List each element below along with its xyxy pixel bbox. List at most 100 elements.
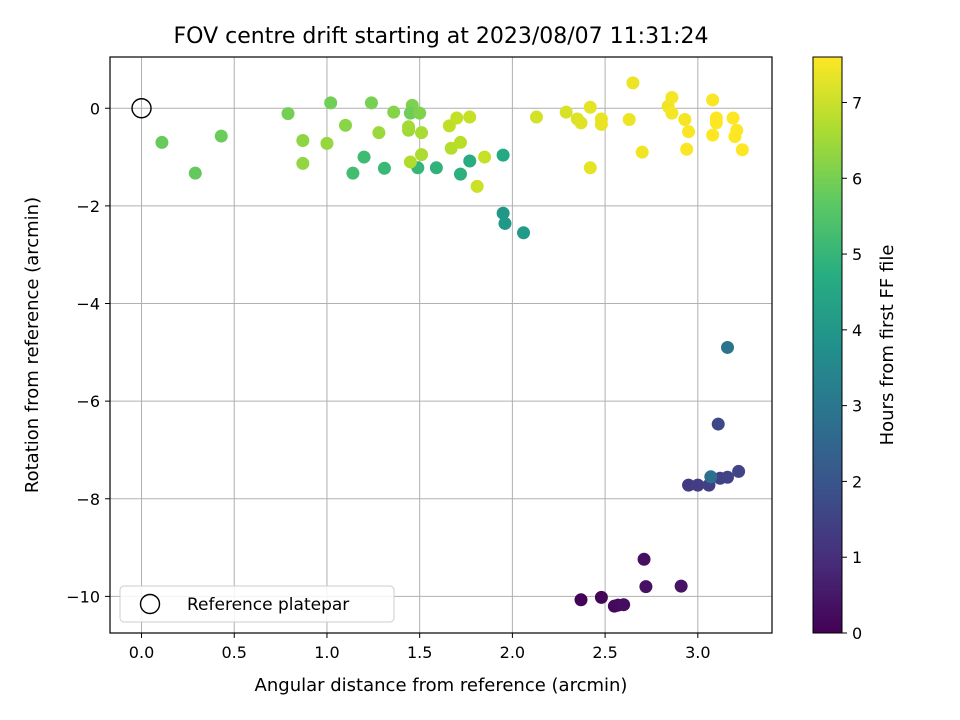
data-point xyxy=(413,106,427,120)
x-tick-label: 3.0 xyxy=(685,643,710,662)
data-point xyxy=(706,128,720,142)
data-point xyxy=(735,143,749,157)
data-point xyxy=(364,96,378,110)
data-point xyxy=(635,145,649,159)
data-point xyxy=(296,156,310,170)
x-tick-label: 2.0 xyxy=(500,643,525,662)
data-point xyxy=(728,130,742,144)
legend: Reference platepar xyxy=(119,585,395,623)
data-point xyxy=(711,417,725,431)
data-point xyxy=(387,105,401,119)
data-point xyxy=(188,166,202,180)
data-point xyxy=(626,76,640,90)
data-point xyxy=(444,141,458,155)
data-point xyxy=(706,93,720,107)
colorbar-tick-label: 3 xyxy=(852,397,862,416)
data-point xyxy=(415,126,429,140)
data-point xyxy=(709,116,723,130)
colorbar-label: Hours from first FF file xyxy=(877,245,898,446)
data-point xyxy=(680,142,694,156)
x-axis: 0.0 0.5 1.0 1.5 2.0 2.5 3.0 xyxy=(129,633,711,662)
colorbar-tick-label: 7 xyxy=(852,93,862,112)
data-point xyxy=(463,110,477,124)
y-tick-label: −10 xyxy=(66,587,100,606)
data-point xyxy=(517,226,531,240)
data-point xyxy=(637,552,651,566)
x-axis-label: Angular distance from reference (arcmin) xyxy=(255,675,628,696)
data-point xyxy=(617,598,631,612)
reference-marker-group xyxy=(131,98,152,119)
y-axis-label: Rotation from reference (arcmin) xyxy=(22,197,43,493)
data-point xyxy=(415,148,429,162)
data-point xyxy=(357,150,371,164)
data-point xyxy=(496,148,510,162)
colorbar-tick-label: 6 xyxy=(852,169,862,188)
data-point xyxy=(583,100,597,114)
legend-label: Reference platepar xyxy=(187,595,349,615)
data-point xyxy=(678,112,692,126)
y-axis: 0 −2 −4 −6 −8 −10 xyxy=(66,99,110,606)
colorbar-tick-label: 2 xyxy=(852,472,862,491)
x-tick-label: 2.5 xyxy=(592,643,617,662)
data-point xyxy=(377,161,391,175)
x-tick-label: 0.0 xyxy=(129,643,154,662)
data-point xyxy=(691,478,705,492)
grid xyxy=(110,57,772,633)
data-point xyxy=(453,167,467,181)
data-point xyxy=(726,111,740,125)
data-point xyxy=(583,161,597,175)
data-point xyxy=(372,126,386,140)
y-tick-label: 0 xyxy=(90,99,100,118)
data-point xyxy=(704,470,718,484)
colorbar: 0 1 2 3 4 5 6 7 Hours from first FF file xyxy=(812,56,898,643)
colorbar-ticks: 0 1 2 3 4 5 6 7 xyxy=(842,93,862,643)
data-point xyxy=(403,155,417,169)
data-point xyxy=(339,118,353,132)
data-point xyxy=(529,110,543,124)
data-point xyxy=(674,579,688,593)
legend-box xyxy=(119,585,395,623)
data-point xyxy=(450,111,464,125)
data-point xyxy=(574,116,588,130)
data-point xyxy=(214,129,228,143)
x-tick-label: 1.0 xyxy=(314,643,339,662)
data-point xyxy=(682,125,696,139)
colorbar-gradient xyxy=(812,56,843,634)
data-point xyxy=(155,135,169,149)
data-point xyxy=(402,120,416,134)
data-point xyxy=(320,136,334,150)
data-point xyxy=(559,105,573,119)
plot-frame xyxy=(109,56,773,634)
data-point xyxy=(346,166,360,180)
data-point xyxy=(594,117,608,131)
data-point xyxy=(463,154,477,168)
data-point xyxy=(665,91,679,105)
data-point xyxy=(429,161,443,175)
legend-reference-marker xyxy=(139,593,161,615)
colorbar-tick-label: 5 xyxy=(852,245,862,264)
data-point xyxy=(639,580,653,594)
data-point xyxy=(470,179,484,193)
scatter-points xyxy=(155,76,749,613)
data-point xyxy=(453,135,467,149)
reference-platepar-marker xyxy=(131,98,152,119)
data-point xyxy=(594,590,608,604)
colorbar-tick-label: 1 xyxy=(852,548,862,567)
data-point xyxy=(720,470,734,484)
data-point xyxy=(496,206,510,220)
data-point xyxy=(478,150,492,164)
data-point xyxy=(682,478,696,492)
data-point xyxy=(324,96,338,110)
data-point xyxy=(665,106,679,120)
colorbar-tick-label: 0 xyxy=(852,624,862,643)
x-tick-label: 0.5 xyxy=(222,643,247,662)
y-tick-label: −8 xyxy=(76,490,100,509)
data-point xyxy=(281,107,295,121)
y-tick-label: −2 xyxy=(76,197,100,216)
data-point xyxy=(622,112,636,126)
data-point xyxy=(732,464,746,478)
y-tick-label: −4 xyxy=(76,295,100,314)
data-point xyxy=(574,593,588,607)
data-point xyxy=(296,133,310,147)
